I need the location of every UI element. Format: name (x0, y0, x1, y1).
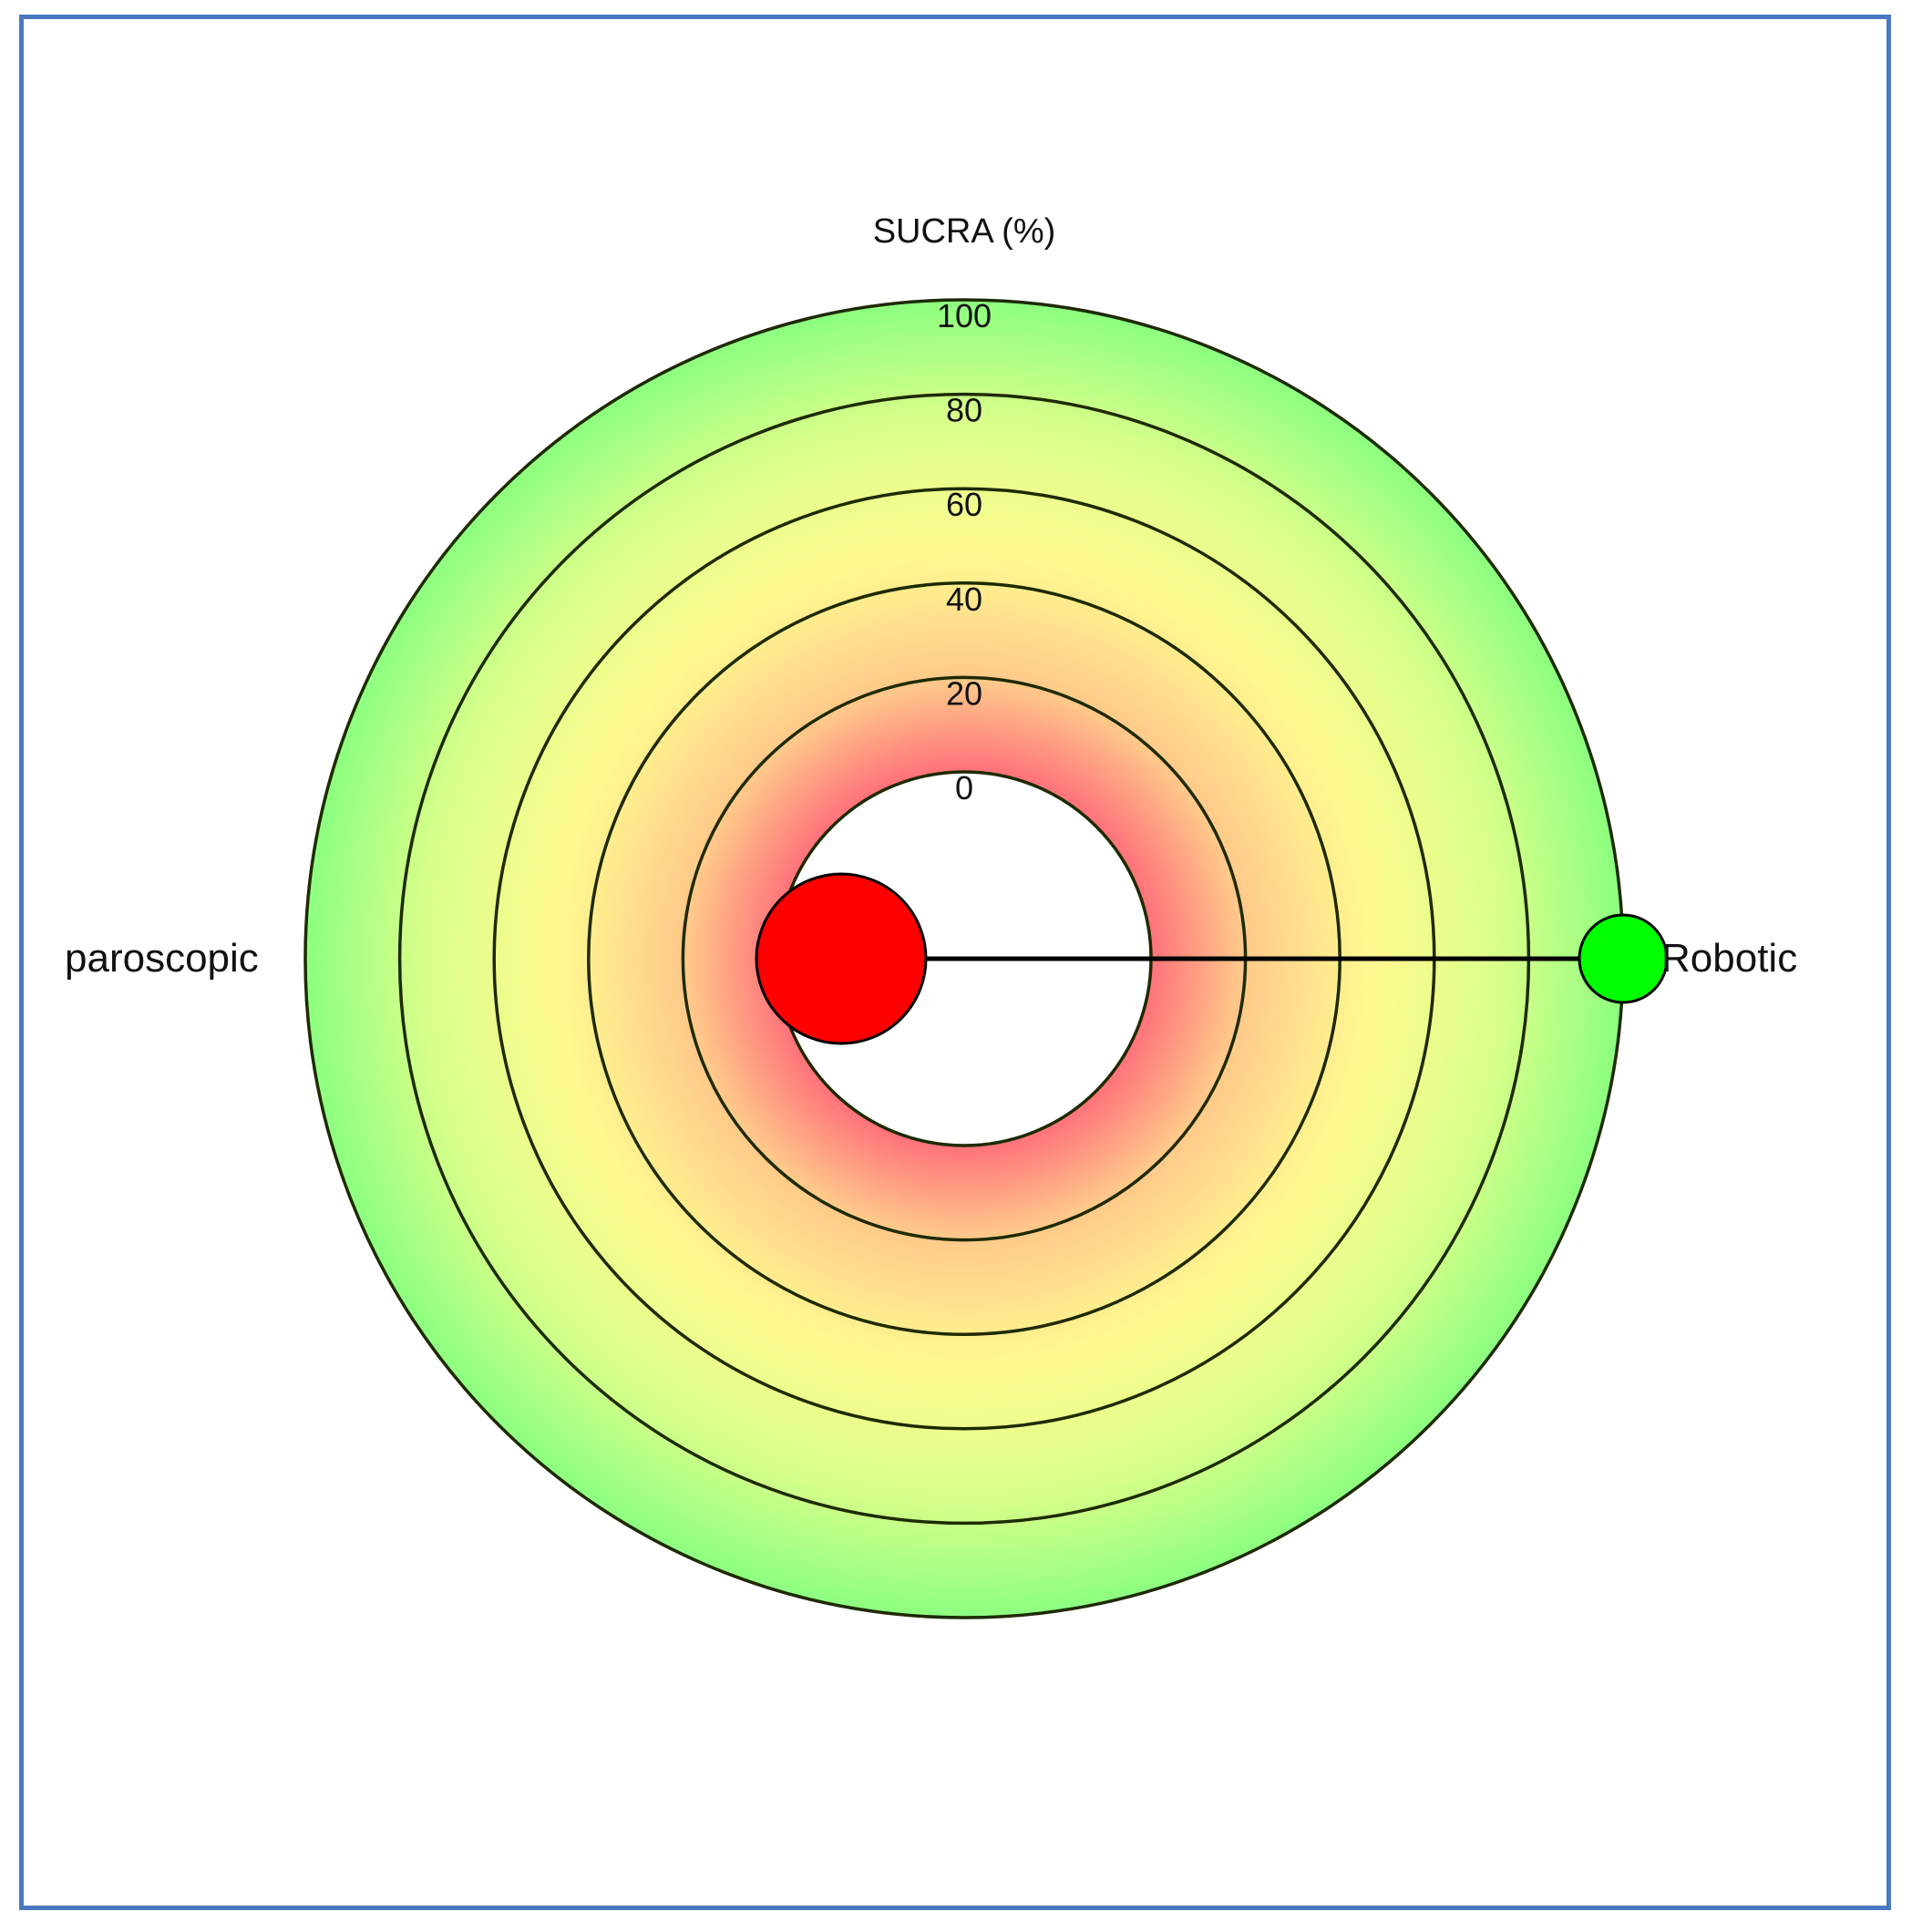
treatment-label-laparoscopic: paroscopic (65, 936, 259, 981)
ring-label-0: 0 (955, 769, 973, 807)
treatment-label-robotic: Robotic (1661, 936, 1797, 981)
ring-label-40: 40 (946, 581, 982, 618)
chart-title: SUCRA (%) (873, 212, 1056, 251)
ring-label-80: 80 (946, 392, 982, 429)
ring-label-20: 20 (946, 674, 982, 712)
treatment-markers (755, 872, 1669, 1045)
sucra-ring-labels: 0 20 40 60 80 100 (937, 297, 992, 807)
marker-robotic (1578, 913, 1669, 1004)
marker-laparoscopic (755, 872, 928, 1045)
ring-label-100: 100 (937, 297, 992, 334)
ring-label-60: 60 (946, 486, 982, 523)
